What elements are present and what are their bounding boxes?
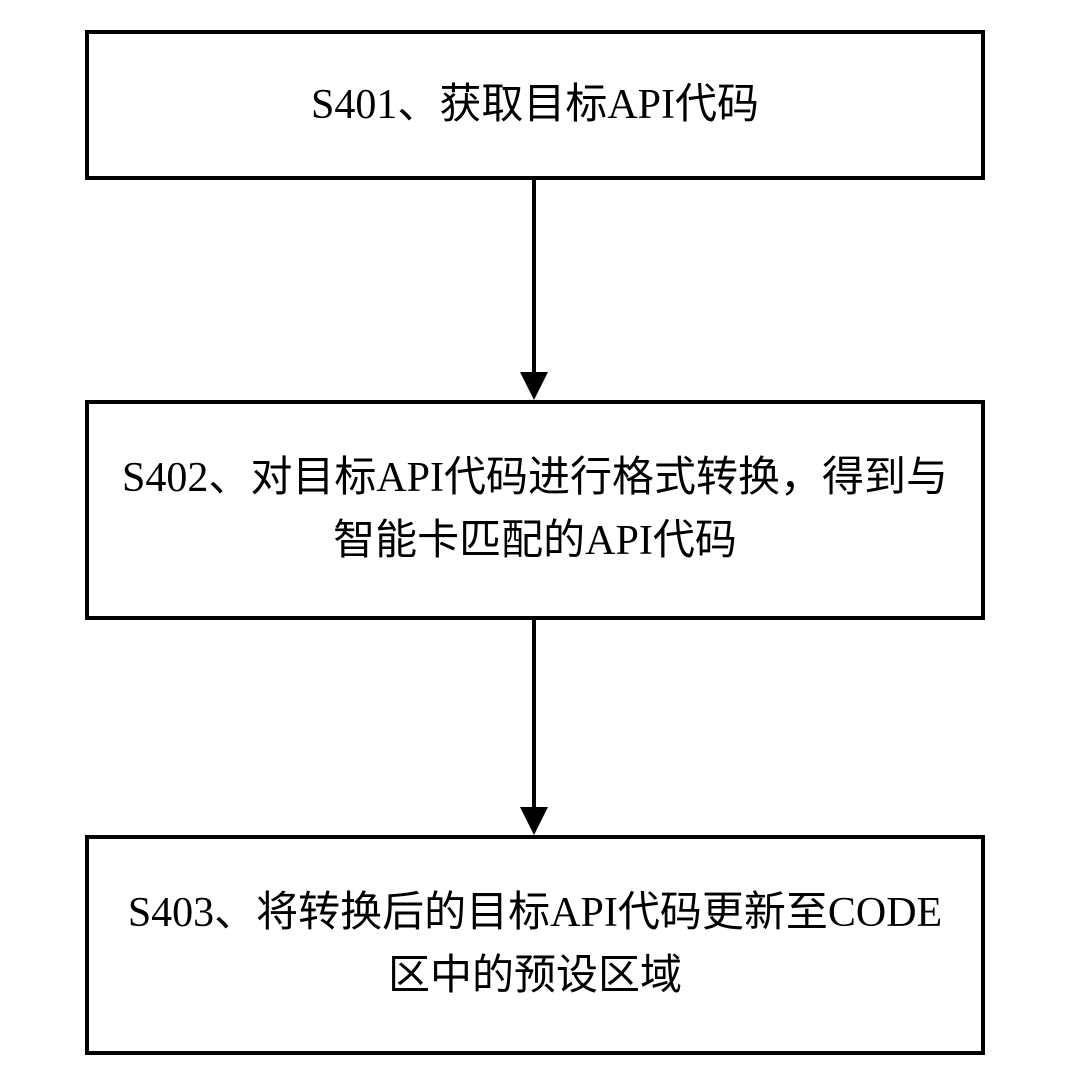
arrow-head-2 xyxy=(520,807,548,835)
flowchart-node-s401: S401、获取目标API代码 xyxy=(85,30,985,180)
flowchart-node-s403: S403、将转换后的目标API代码更新至CODE区中的预设区域 xyxy=(85,835,985,1055)
node-text: S402、对目标API代码进行格式转换，得到与智能卡匹配的API代码 xyxy=(119,447,951,573)
node-text: S403、将转换后的目标API代码更新至CODE区中的预设区域 xyxy=(119,882,951,1008)
node-text: S401、获取目标API代码 xyxy=(311,74,759,137)
arrow-line-2 xyxy=(532,620,536,807)
arrow-head-1 xyxy=(520,372,548,400)
flowchart-node-s402: S402、对目标API代码进行格式转换，得到与智能卡匹配的API代码 xyxy=(85,400,985,620)
flowchart-container: S401、获取目标API代码 S402、对目标API代码进行格式转换，得到与智能… xyxy=(0,0,1068,1081)
arrow-line-1 xyxy=(532,180,536,372)
